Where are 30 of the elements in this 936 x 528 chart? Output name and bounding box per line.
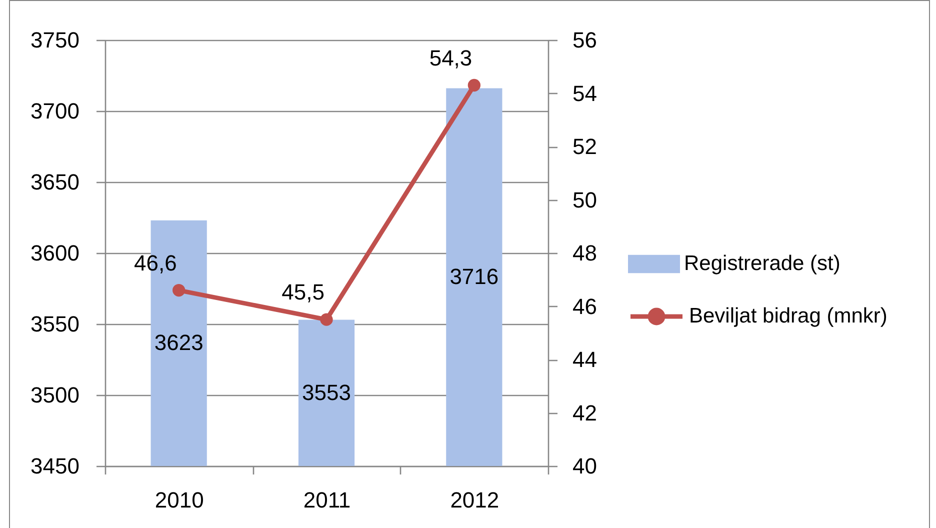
y2-tick-label: 42	[572, 400, 597, 426]
data-label: 45,5	[282, 280, 324, 305]
y-tick-label: 3600	[30, 240, 80, 266]
y2-tick-label: 52	[572, 134, 597, 159]
y-tick-label: 3450	[30, 454, 80, 478]
y-tick-label: 3700	[30, 98, 80, 124]
x-tick-label: 2011	[303, 488, 351, 512]
y2-tick-label: 48	[572, 240, 597, 266]
point	[468, 78, 480, 92]
y-tick-label: 3750	[30, 28, 80, 52]
y-tick-label: 3650	[30, 170, 80, 194]
y2-tick-label: 44	[572, 347, 597, 372]
y2-tick-label: 56	[572, 28, 597, 52]
legend-label: Registrerade (st)	[684, 252, 840, 275]
data-label: 46,6	[134, 250, 177, 276]
y-tick-label: 3500	[30, 382, 80, 408]
y2-tick-label: 40	[572, 454, 597, 478]
point	[172, 284, 186, 297]
x-tick-label: 2010	[154, 488, 204, 512]
data-label: 54,3	[429, 45, 472, 70]
x-tick-label: 2012	[450, 488, 500, 512]
data-label: 3553	[302, 380, 351, 405]
y2-tick-label: 46	[572, 294, 597, 319]
y2-tick-label: 50	[572, 187, 597, 212]
data-label: 3623	[154, 330, 204, 356]
y-tick-label: 3550	[30, 312, 80, 336]
legend-label: Beviljat bidrag (mnkr)	[689, 304, 888, 328]
data-label: 3716	[450, 264, 499, 290]
point	[320, 313, 333, 326]
y2-tick-label: 54	[572, 80, 597, 106]
